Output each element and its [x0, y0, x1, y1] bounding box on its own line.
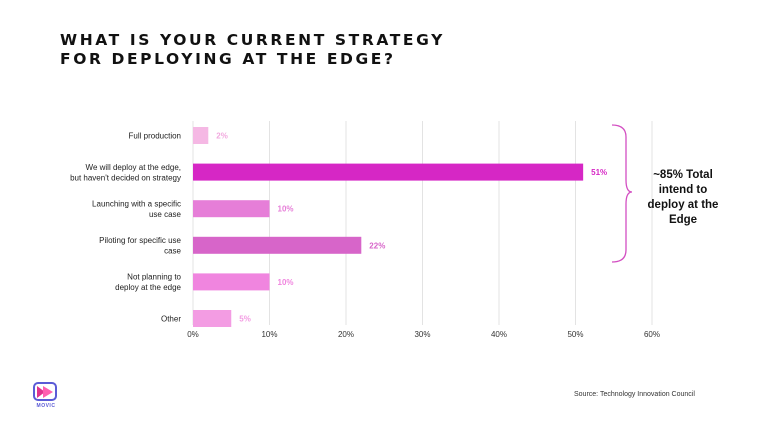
data-label: 2% [216, 132, 228, 141]
category-label: Not planning to deploy at the edge [115, 273, 181, 293]
category-label: Other [161, 315, 181, 324]
data-label: 51% [591, 168, 607, 177]
source-note: Source: Technology Innovation Council [574, 391, 695, 398]
data-label: 22% [369, 241, 385, 250]
category-label-line: case [164, 247, 181, 256]
category-label-line: Full production [129, 132, 181, 141]
category-label-line: Piloting for specific use [99, 236, 181, 245]
title-line-2: FOR DEPLOYING AT THE EDGE? [60, 50, 396, 68]
annotation-bracket [611, 124, 633, 263]
play-logo-icon [33, 382, 57, 401]
bar [193, 273, 270, 291]
x-tick-label: 20% [338, 330, 354, 339]
logo: MOVIC [33, 382, 59, 409]
data-label: 10% [278, 205, 294, 214]
annotation-line: deploy at the [648, 199, 719, 211]
bar [193, 163, 584, 181]
x-tick-label: 40% [491, 330, 507, 339]
chart-title: WHAT IS YOUR CURRENT STRATEGY FOR DEPLOY… [60, 31, 445, 69]
bar [193, 236, 362, 254]
annotation-line: Edge [669, 214, 697, 226]
category-label: Launching with a specific use case [92, 199, 181, 219]
category-label: Piloting for specific use case [99, 236, 181, 256]
annotation-line: intend to [659, 184, 708, 196]
x-tick-label: 60% [644, 330, 660, 339]
bar [193, 310, 232, 327]
category-label: We will deploy at the edge, but haven't d… [70, 163, 181, 183]
category-label-line: use case [149, 210, 182, 219]
x-tick-label: 10% [261, 330, 277, 339]
annotation-line: ~85% Total [653, 169, 713, 181]
title-line-1: WHAT IS YOUR CURRENT STRATEGY [60, 31, 445, 49]
category-label-line: Launching with a specific [92, 199, 181, 208]
category-label: Full production [129, 132, 181, 141]
data-label: 5% [239, 315, 251, 324]
annotation-text: ~85% Total intend to deploy at the Edge [648, 169, 719, 226]
category-label-line: but haven't decided on strategy [70, 173, 181, 182]
x-tick-label: 30% [414, 330, 430, 339]
data-label: 10% [278, 278, 294, 287]
category-label-line: We will deploy at the edge, [86, 163, 181, 172]
logo-text: MOVIC [36, 403, 56, 409]
category-label-line: Other [161, 315, 181, 324]
x-tick-label: 0% [187, 330, 199, 339]
category-label-line: deploy at the edge [115, 283, 181, 292]
bar [193, 200, 270, 218]
bar [193, 127, 209, 144]
x-tick-label: 50% [567, 330, 583, 339]
category-label-line: Not planning to [127, 273, 181, 282]
